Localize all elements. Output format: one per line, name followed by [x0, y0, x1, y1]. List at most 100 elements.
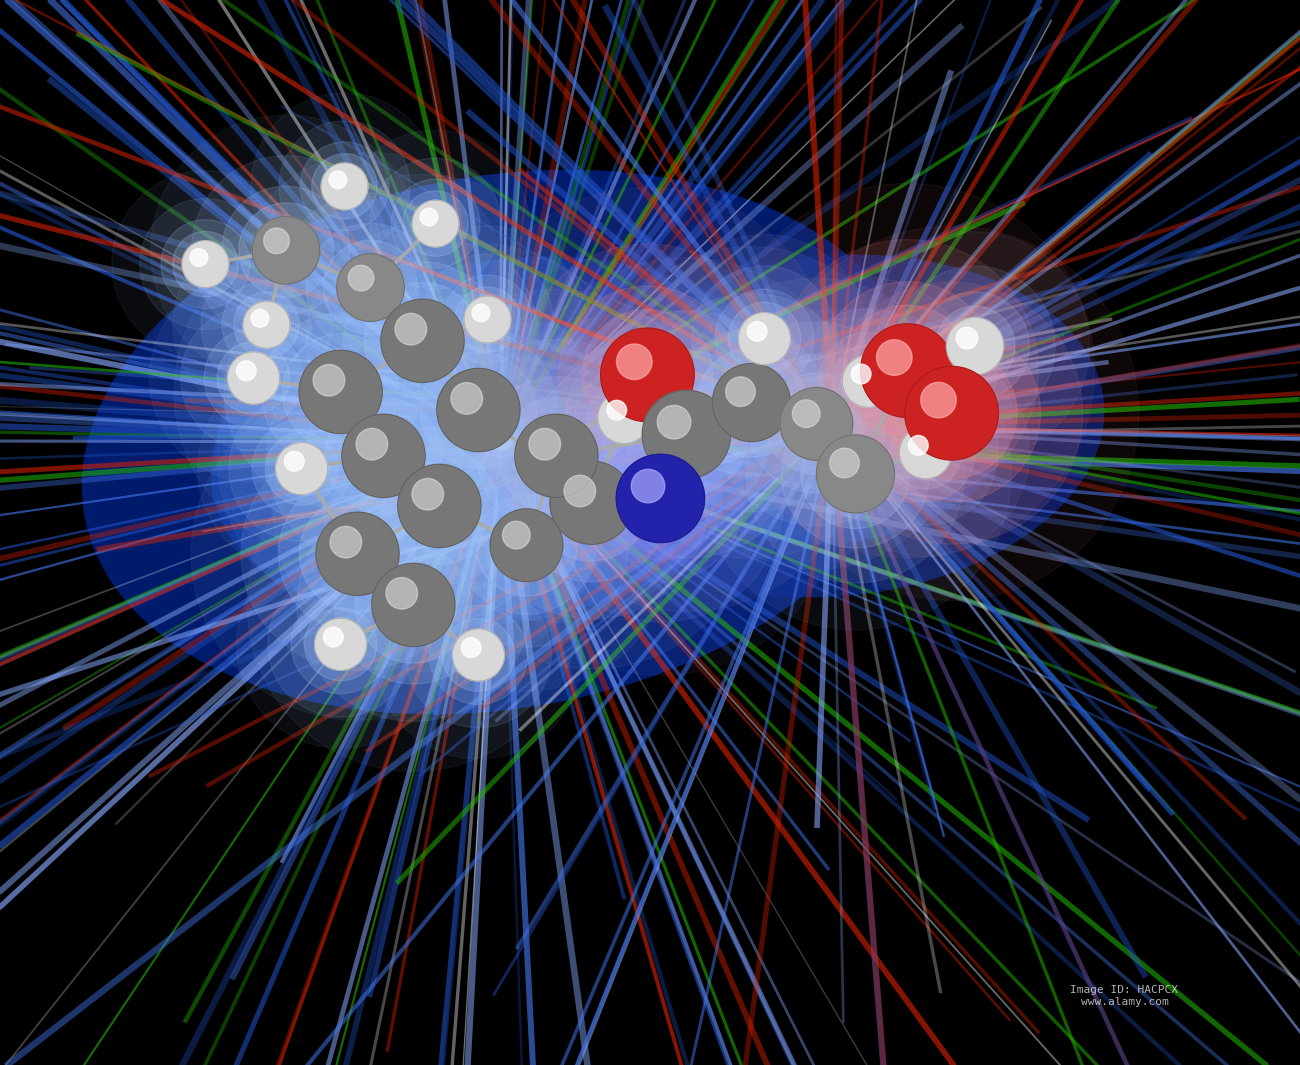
Circle shape	[395, 313, 426, 345]
Ellipse shape	[559, 255, 1105, 597]
Circle shape	[191, 388, 524, 720]
Circle shape	[476, 494, 577, 596]
Circle shape	[173, 231, 360, 419]
Circle shape	[819, 282, 996, 459]
Circle shape	[747, 322, 767, 341]
Circle shape	[876, 340, 913, 375]
Circle shape	[876, 404, 975, 502]
Circle shape	[161, 219, 250, 309]
Ellipse shape	[827, 423, 837, 429]
Circle shape	[452, 629, 504, 681]
Circle shape	[598, 437, 723, 560]
Circle shape	[503, 521, 530, 548]
Circle shape	[315, 619, 367, 670]
Circle shape	[801, 420, 910, 528]
Ellipse shape	[494, 439, 507, 445]
Circle shape	[660, 234, 868, 443]
Circle shape	[321, 163, 368, 210]
Circle shape	[780, 388, 853, 460]
Circle shape	[173, 231, 238, 297]
Circle shape	[699, 318, 1011, 629]
Ellipse shape	[816, 415, 848, 437]
Circle shape	[312, 153, 377, 219]
Circle shape	[174, 226, 507, 558]
Circle shape	[746, 364, 965, 584]
Circle shape	[515, 414, 598, 497]
Ellipse shape	[734, 367, 929, 485]
Circle shape	[240, 438, 474, 670]
Circle shape	[616, 344, 653, 379]
Circle shape	[498, 397, 615, 514]
Circle shape	[329, 170, 347, 189]
Circle shape	[738, 313, 790, 364]
Circle shape	[460, 187, 835, 562]
Circle shape	[324, 627, 343, 646]
Circle shape	[776, 240, 1039, 502]
Ellipse shape	[829, 424, 835, 428]
Circle shape	[360, 427, 519, 585]
Circle shape	[361, 294, 595, 526]
Circle shape	[227, 353, 280, 404]
Circle shape	[956, 327, 978, 349]
Circle shape	[334, 526, 493, 684]
Circle shape	[529, 428, 560, 460]
Circle shape	[671, 278, 962, 570]
Ellipse shape	[793, 399, 871, 453]
Circle shape	[853, 380, 998, 525]
Circle shape	[312, 244, 645, 576]
Circle shape	[412, 478, 443, 510]
Circle shape	[443, 275, 532, 364]
Circle shape	[472, 304, 490, 322]
Ellipse shape	[800, 406, 864, 446]
Circle shape	[728, 302, 801, 375]
Circle shape	[442, 619, 515, 691]
Circle shape	[342, 130, 529, 317]
Circle shape	[229, 396, 374, 541]
Circle shape	[551, 345, 697, 490]
Circle shape	[256, 175, 589, 507]
Circle shape	[894, 266, 1056, 426]
Ellipse shape	[820, 419, 844, 433]
Ellipse shape	[482, 430, 519, 454]
Circle shape	[520, 313, 728, 522]
Circle shape	[725, 377, 755, 407]
Circle shape	[576, 414, 745, 583]
Circle shape	[829, 448, 859, 478]
Circle shape	[222, 186, 350, 314]
Circle shape	[559, 286, 736, 463]
Circle shape	[582, 309, 712, 441]
Circle shape	[202, 259, 332, 391]
Circle shape	[273, 340, 606, 672]
Circle shape	[602, 350, 771, 519]
Circle shape	[642, 390, 731, 479]
Circle shape	[342, 414, 425, 497]
Circle shape	[316, 512, 399, 595]
Circle shape	[516, 244, 779, 506]
Circle shape	[632, 470, 664, 503]
Circle shape	[181, 306, 326, 450]
Circle shape	[425, 443, 628, 648]
Circle shape	[243, 301, 290, 348]
Circle shape	[920, 292, 1030, 400]
Circle shape	[280, 120, 410, 252]
Circle shape	[616, 454, 705, 543]
Circle shape	[285, 452, 304, 471]
Circle shape	[251, 309, 269, 327]
Circle shape	[266, 340, 500, 572]
Circle shape	[307, 224, 434, 351]
Circle shape	[386, 577, 417, 609]
Circle shape	[222, 280, 311, 370]
Circle shape	[747, 355, 885, 493]
Circle shape	[268, 572, 413, 717]
Circle shape	[330, 526, 361, 558]
Circle shape	[595, 247, 907, 558]
Ellipse shape	[417, 388, 584, 496]
Circle shape	[909, 436, 928, 455]
Circle shape	[204, 329, 303, 427]
Circle shape	[935, 306, 1015, 387]
Circle shape	[692, 266, 837, 411]
Circle shape	[451, 382, 482, 414]
Circle shape	[420, 208, 438, 226]
Circle shape	[224, 276, 458, 508]
Ellipse shape	[359, 349, 642, 535]
